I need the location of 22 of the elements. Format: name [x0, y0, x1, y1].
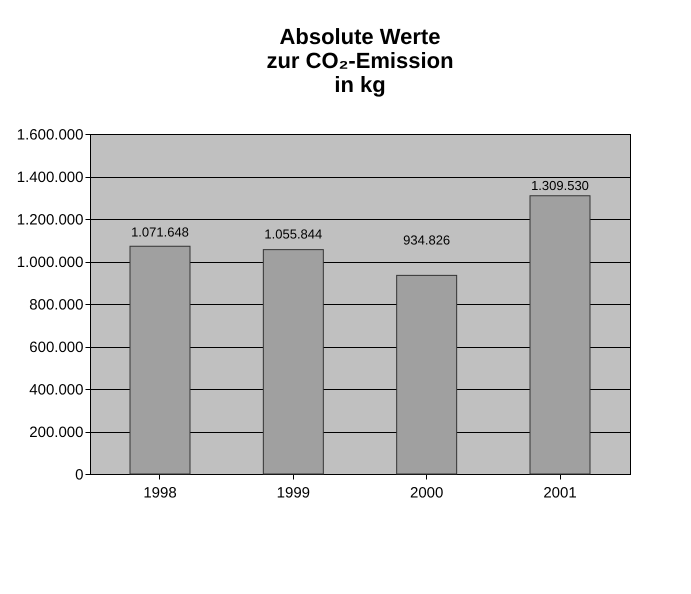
x-tick-label: 1998	[143, 484, 177, 502]
bar	[530, 195, 590, 474]
y-tick-label: 600.000	[29, 339, 84, 356]
data-label: 1.055.844	[264, 226, 322, 242]
data-label: 934.826	[403, 232, 450, 248]
y-tick-label: 200.000	[29, 424, 84, 441]
y-tick-label: 1.400.000	[16, 169, 84, 186]
bar	[262, 249, 324, 474]
y-tick-label: 800.000	[29, 296, 84, 314]
y-tick-label: 0	[75, 466, 84, 484]
data-label: 1.071.648	[131, 224, 189, 240]
y-tick-label: 400.000	[29, 382, 84, 398]
x-tick-label: 2001	[543, 484, 577, 502]
y-tick-label: 1.600.000	[16, 126, 84, 144]
x-tick-label: 2000	[410, 484, 444, 502]
x-tick-label: 1999	[276, 484, 310, 502]
chart-title: Absolute Werte zur CO₂-Emission in kg	[266, 24, 454, 97]
bar	[130, 246, 190, 474]
y-tick-label: 1.200.000	[16, 212, 84, 228]
data-label: 1.309.530	[531, 178, 589, 194]
bar	[396, 274, 458, 474]
y-tick-label: 1.000.000	[16, 254, 84, 271]
